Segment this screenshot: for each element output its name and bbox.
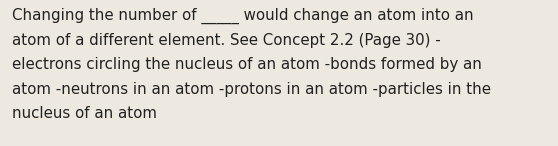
Text: Changing the number of _____ would change an atom into an: Changing the number of _____ would chang… bbox=[12, 8, 474, 24]
Text: electrons circling the nucleus of an atom -bonds formed by an: electrons circling the nucleus of an ato… bbox=[12, 57, 482, 72]
Text: atom of a different element. See Concept 2.2 (Page 30) -: atom of a different element. See Concept… bbox=[12, 33, 441, 47]
Text: nucleus of an atom: nucleus of an atom bbox=[12, 106, 157, 121]
Text: atom -neutrons in an atom -protons in an atom -particles in the: atom -neutrons in an atom -protons in an… bbox=[12, 81, 491, 97]
